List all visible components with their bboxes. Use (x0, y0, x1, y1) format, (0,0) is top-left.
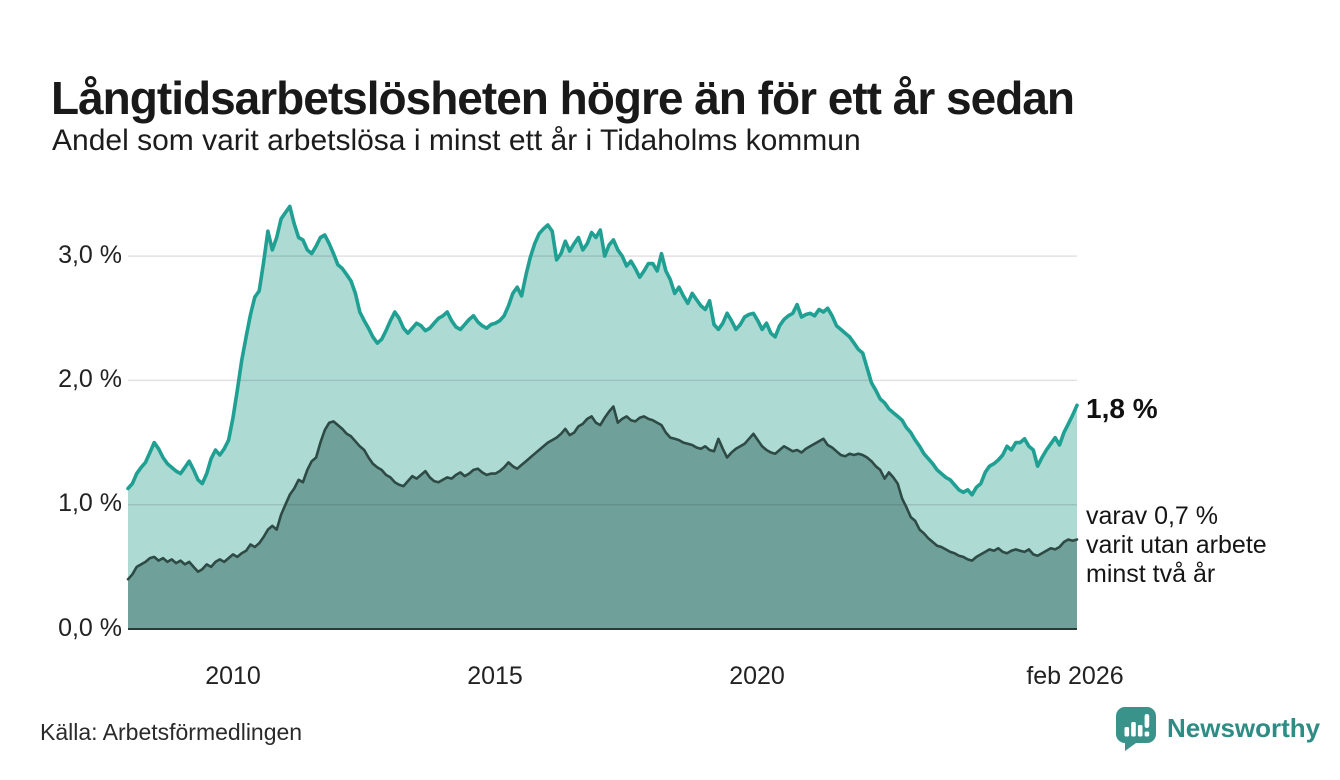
x-axis-tick-2010: 2010 (205, 662, 261, 690)
y-axis-tick-3: 3,0 % (58, 241, 122, 269)
x-axis-tick-2020: 2020 (729, 662, 785, 690)
source-note: Källa: Arbetsförmedlingen (40, 719, 303, 745)
x-axis-tick-2015: 2015 (467, 662, 523, 690)
detail-annotation-line-1: varav 0,7 % (1086, 502, 1219, 530)
y-axis-tick-0: 0,0 % (58, 614, 122, 642)
latest-value-label: 1,8 % (1086, 393, 1158, 424)
series-fill-1 (128, 406, 1077, 629)
newsworthy-logo: Newsworthy (1114, 705, 1320, 751)
series-line-0 (126, 204, 1079, 497)
chart-subtitle: Andel som varit arbetslösa i minst ett å… (52, 124, 861, 157)
brand-wordmark: Newsworthy (1167, 713, 1321, 743)
detail-annotation-line-2: varit utan arbete (1086, 531, 1267, 559)
page-title: Långtidsarbetslösheten högre än för ett … (51, 71, 1075, 124)
y-axis-tick-2: 2,0 % (58, 365, 122, 393)
x-axis-tick-feb-2026: feb 2026 (1026, 662, 1124, 690)
series-line-1 (126, 405, 1079, 581)
detail-annotation-line-3: minst två år (1086, 560, 1216, 588)
y-axis-tick-1: 1,0 % (58, 489, 122, 517)
newsworthy-bubble-icon (1116, 707, 1156, 751)
detail-annotation: varav 0,7 % varit utan arbete minst två … (1086, 502, 1267, 589)
